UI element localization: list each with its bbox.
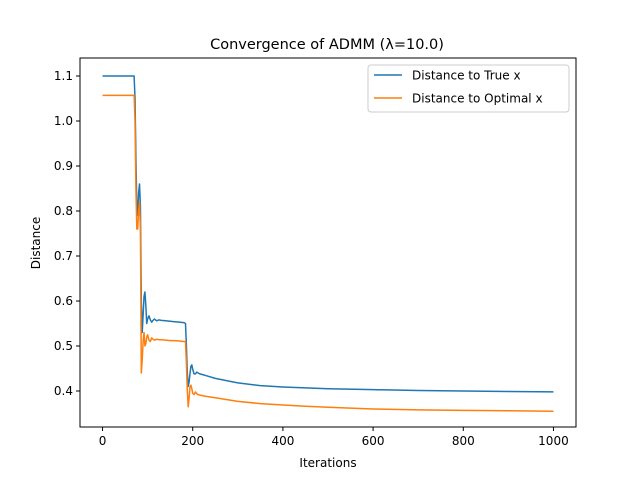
plot-frame (79, 57, 577, 428)
x-tick-label: 1000 (538, 434, 569, 448)
legend-box (367, 64, 570, 113)
x-tick-label: 800 (452, 434, 475, 448)
y-tick-label: 1.1 (54, 69, 73, 83)
x-tick-label: 400 (271, 434, 294, 448)
y-tick-label: 1.0 (54, 114, 73, 128)
y-axis-label: Distance (29, 217, 43, 269)
x-tick-label: 200 (181, 434, 204, 448)
y-axis: 0.4 0.5 0.6 0.7 0.8 0.9 1.0 1.1 (54, 69, 80, 398)
legend-label-optimal-x: Distance to Optimal x (412, 92, 543, 106)
x-tick-label: 0 (99, 434, 107, 448)
y-tick-label: 0.6 (54, 294, 73, 308)
series-line-1 (102, 94, 554, 412)
y-tick-label: 0.9 (54, 159, 73, 173)
y-tick-label: 0.5 (54, 339, 73, 353)
y-tick-label: 0.4 (54, 384, 73, 398)
chart-title: Convergence of ADMM (λ=10.0) (210, 37, 444, 53)
y-tick-label: 0.7 (54, 249, 73, 263)
plot-lines (102, 75, 554, 412)
x-axis: 0 200 400 600 800 1000 (99, 427, 569, 448)
y-tick-label: 0.8 (54, 204, 73, 218)
legend-label-true-x: Distance to True x (412, 69, 521, 83)
x-tick-label: 600 (362, 434, 385, 448)
legend: Distance to True x Distance to Optimal x (367, 64, 570, 113)
x-axis-label: Iterations (299, 456, 356, 470)
